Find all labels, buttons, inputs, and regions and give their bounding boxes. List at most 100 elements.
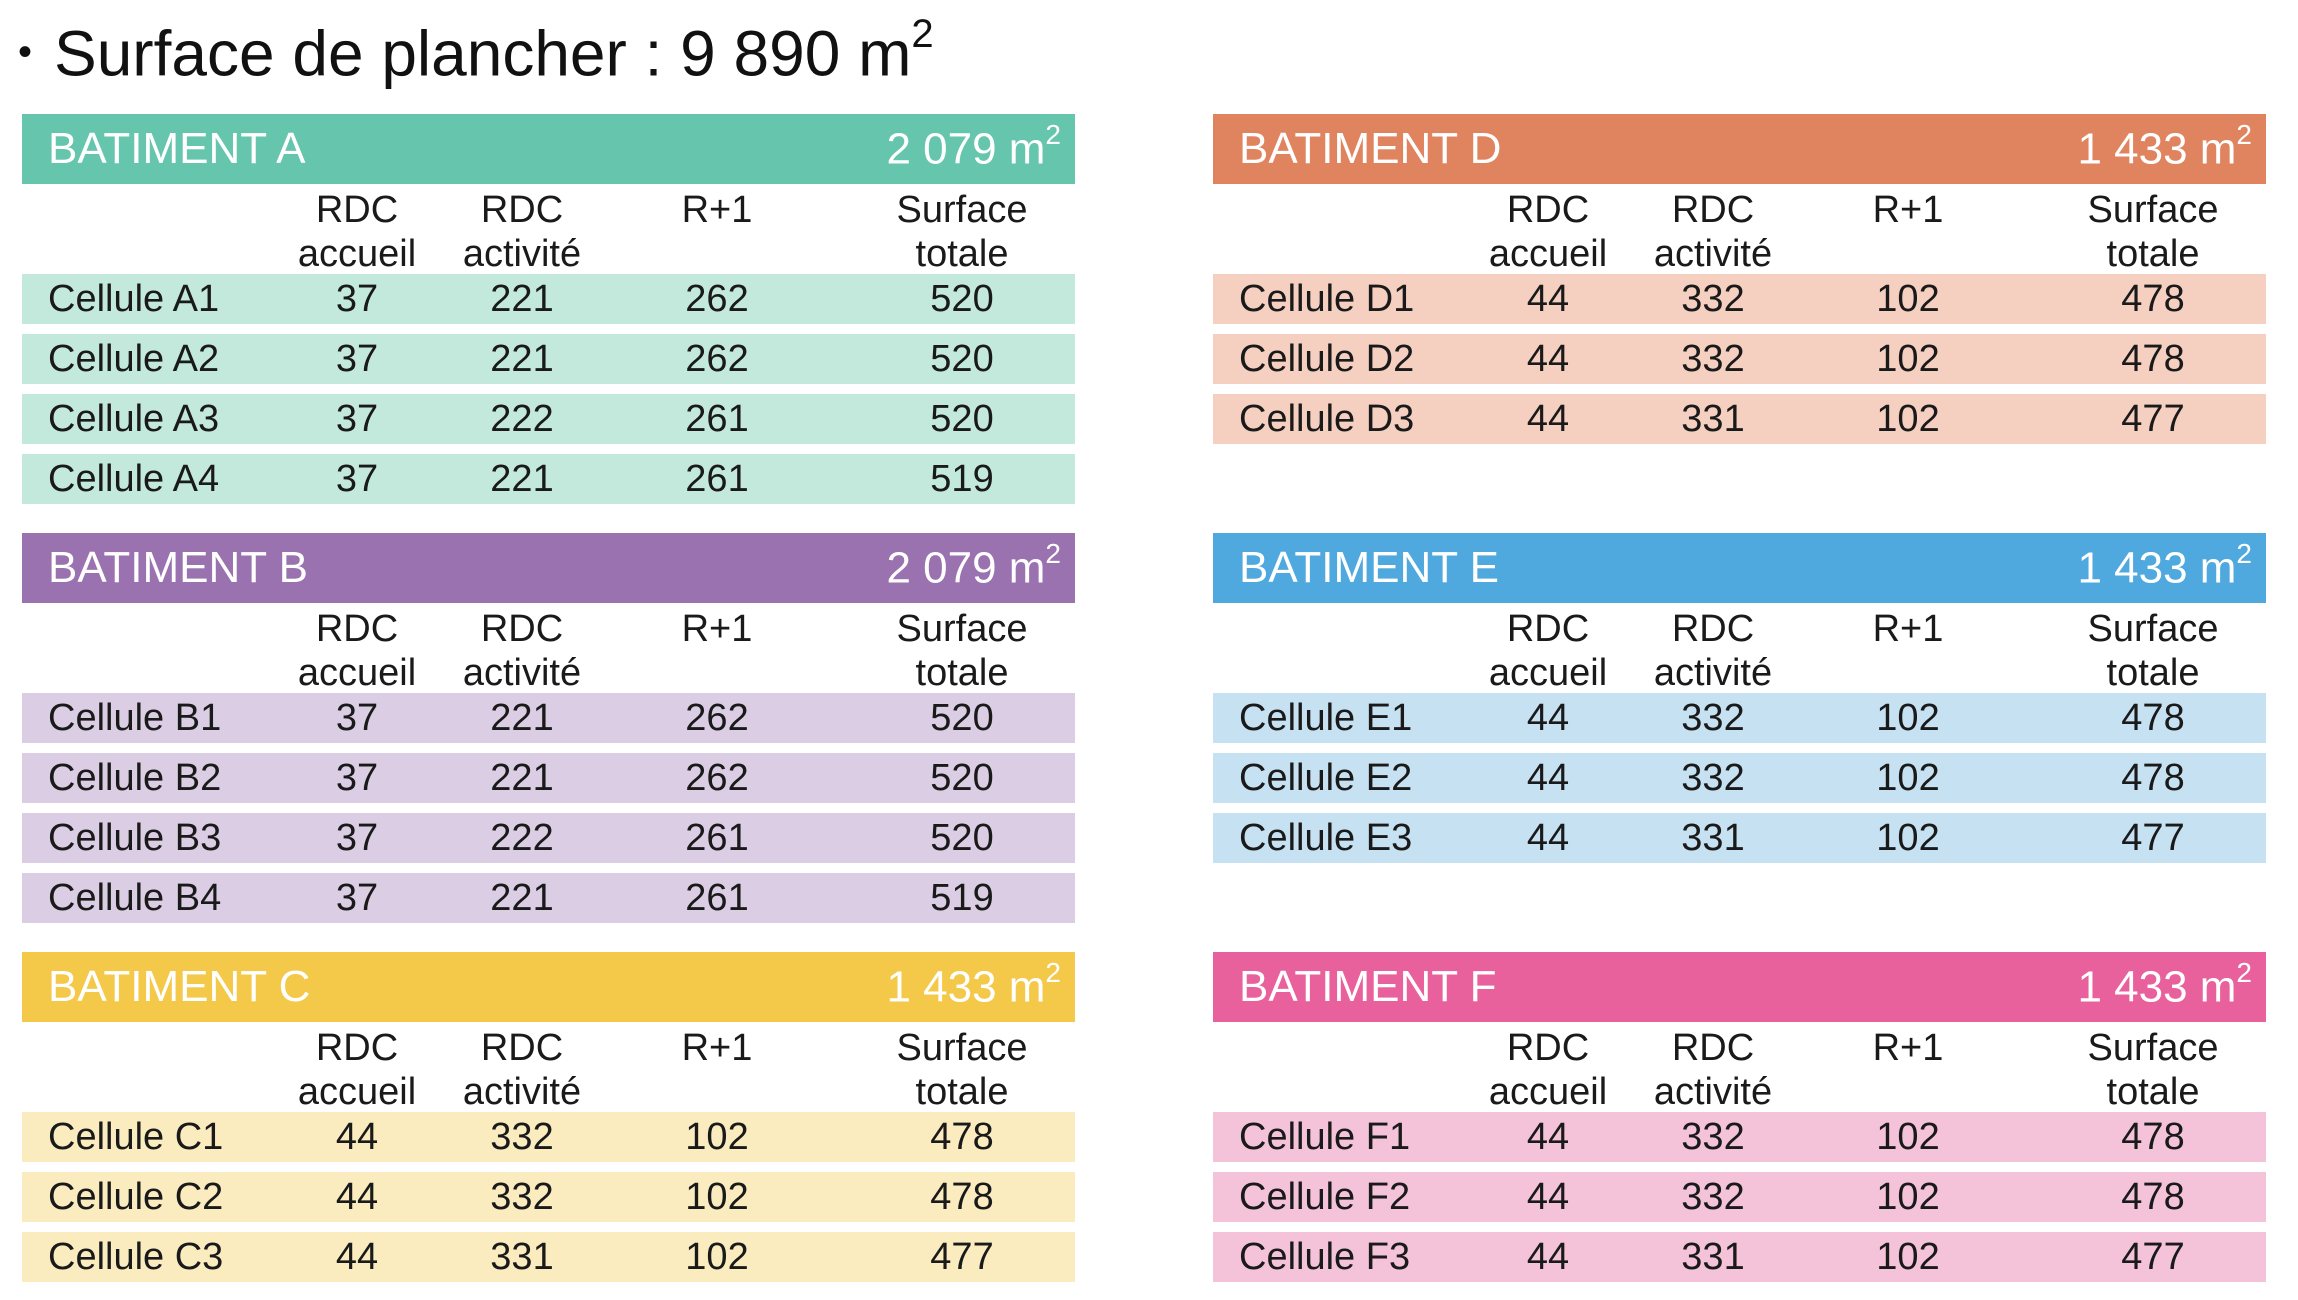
building-area: 2 079 m2 xyxy=(886,538,1061,593)
cell-activite: 331 xyxy=(1681,398,1745,440)
cell-accueil: 44 xyxy=(1526,1116,1570,1158)
col-rdc-activite: RDC activité xyxy=(1653,608,1773,694)
col-r1: R+1 xyxy=(1872,189,1944,231)
building-name: BATIMENT B xyxy=(48,543,308,592)
title-unit-sup: 2 xyxy=(911,12,934,56)
table-row: Cellule D1 44 332 102 478 xyxy=(1213,274,2266,324)
table-row: Cellule A3 37 222 261 520 xyxy=(22,394,1075,444)
cell-r1: 262 xyxy=(685,757,749,799)
table-batiment-c: BATIMENT C 1 433 m2 RDC accueil RDC acti… xyxy=(22,952,1075,1292)
cell-label: Cellule D3 xyxy=(1239,398,1415,440)
cell-label: Cellule E1 xyxy=(1239,697,1413,739)
table-row: Cellule E1 44 332 102 478 xyxy=(1213,693,2266,743)
col-rdc-accueil: RDC accueil xyxy=(1488,1027,1608,1113)
cell-total: 478 xyxy=(2121,278,2185,320)
column-headers: RDC accueil RDC activité R+1 Surface tot… xyxy=(1213,184,2266,275)
cell-accueil: 37 xyxy=(335,278,379,320)
cell-total: 477 xyxy=(2121,398,2185,440)
col-r1: R+1 xyxy=(681,608,753,650)
cell-label: Cellule F2 xyxy=(1239,1176,1411,1218)
cell-label: Cellule A1 xyxy=(48,278,220,320)
cell-r1: 102 xyxy=(1876,817,1940,859)
cell-label: Cellule D2 xyxy=(1239,338,1415,380)
cell-total: 478 xyxy=(930,1176,994,1218)
cell-accueil: 44 xyxy=(1526,1236,1570,1278)
table-row: Cellule D2 44 332 102 478 xyxy=(1213,334,2266,384)
cell-r1: 102 xyxy=(1876,1116,1940,1158)
cell-activite: 221 xyxy=(490,697,554,739)
table-row: Cellule E2 44 332 102 478 xyxy=(1213,753,2266,803)
table-row: Cellule B4 37 221 261 519 xyxy=(22,873,1075,923)
cell-accueil: 44 xyxy=(1526,817,1570,859)
cell-total: 520 xyxy=(930,398,994,440)
cell-accueil: 44 xyxy=(335,1176,379,1218)
table-row: Cellule A1 37 221 262 520 xyxy=(22,274,1075,324)
col-surface-totale: Surface totale xyxy=(2087,189,2219,275)
table-batiment-f: BATIMENT F 1 433 m2 RDC accueil RDC acti… xyxy=(1213,952,2266,1292)
cell-activite: 221 xyxy=(490,338,554,380)
cell-r1: 102 xyxy=(1876,1236,1940,1278)
cell-activite: 332 xyxy=(1681,1176,1745,1218)
col-rdc-activite: RDC activité xyxy=(1653,189,1773,275)
cell-total: 520 xyxy=(930,757,994,799)
table-row: Cellule E3 44 331 102 477 xyxy=(1213,813,2266,863)
building-name: BATIMENT E xyxy=(1239,543,1499,592)
building-name: BATIMENT F xyxy=(1239,962,1497,1011)
cell-total: 519 xyxy=(930,877,994,919)
cell-activite: 221 xyxy=(490,458,554,500)
cell-label: Cellule B1 xyxy=(48,697,222,739)
table-row: Cellule A2 37 221 262 520 xyxy=(22,334,1075,384)
building-area: 2 079 m2 xyxy=(886,119,1061,174)
title-bullet: • xyxy=(18,30,33,75)
col-rdc-activite: RDC activité xyxy=(462,1027,582,1113)
table-row: Cellule B1 37 221 262 520 xyxy=(22,693,1075,743)
cell-label: Cellule C2 xyxy=(48,1176,224,1218)
cell-r1: 261 xyxy=(685,817,749,859)
cell-accueil: 44 xyxy=(1526,278,1570,320)
cell-accueil: 44 xyxy=(335,1236,379,1278)
cell-accueil: 44 xyxy=(1526,338,1570,380)
column-headers: RDC accueil RDC activité R+1 Surface tot… xyxy=(22,1022,1075,1113)
cell-label: Cellule F3 xyxy=(1239,1236,1411,1278)
cell-label: Cellule A2 xyxy=(48,338,220,380)
table-row: Cellule C3 44 331 102 477 xyxy=(22,1232,1075,1282)
cell-total: 520 xyxy=(930,278,994,320)
cell-total: 477 xyxy=(930,1236,994,1278)
cell-accueil: 37 xyxy=(335,458,379,500)
col-rdc-accueil: RDC accueil xyxy=(297,189,417,275)
table-row: Cellule F2 44 332 102 478 xyxy=(1213,1172,2266,1222)
table-batiment-b: BATIMENT B 2 079 m2 RDC accueil RDC acti… xyxy=(22,533,1075,933)
building-header: BATIMENT B 2 079 m2 xyxy=(22,533,1075,603)
cell-label: Cellule B4 xyxy=(48,877,222,919)
building-header: BATIMENT C 1 433 m2 xyxy=(22,952,1075,1022)
col-surface-totale: Surface totale xyxy=(896,1027,1028,1113)
cell-accueil: 44 xyxy=(1526,697,1570,739)
cell-accueil: 44 xyxy=(335,1116,379,1158)
building-name: BATIMENT D xyxy=(1239,124,1502,173)
cell-total: 478 xyxy=(2121,1116,2185,1158)
building-name: BATIMENT C xyxy=(48,962,311,1011)
cell-total: 478 xyxy=(2121,338,2185,380)
cell-label: Cellule F1 xyxy=(1239,1116,1411,1158)
cell-accueil: 37 xyxy=(335,398,379,440)
cell-activite: 222 xyxy=(490,398,554,440)
col-surface-totale: Surface totale xyxy=(896,608,1028,694)
col-surface-totale: Surface totale xyxy=(2087,1027,2219,1113)
cell-r1: 102 xyxy=(1876,278,1940,320)
col-r1: R+1 xyxy=(1872,1027,1944,1069)
cell-r1: 102 xyxy=(1876,1176,1940,1218)
table-row: Cellule F3 44 331 102 477 xyxy=(1213,1232,2266,1282)
cell-label: Cellule E3 xyxy=(1239,817,1413,859)
cell-label: Cellule C1 xyxy=(48,1116,224,1158)
cell-label: Cellule C3 xyxy=(48,1236,224,1278)
cell-activite: 331 xyxy=(490,1236,554,1278)
col-r1: R+1 xyxy=(681,189,753,231)
cell-r1: 262 xyxy=(685,338,749,380)
cell-activite: 332 xyxy=(1681,338,1745,380)
building-area: 1 433 m2 xyxy=(2077,538,2252,593)
cell-r1: 262 xyxy=(685,278,749,320)
table-row: Cellule C1 44 332 102 478 xyxy=(22,1112,1075,1162)
table-batiment-a: BATIMENT A 2 079 m2 RDC accueil RDC acti… xyxy=(22,114,1075,514)
cell-total: 519 xyxy=(930,458,994,500)
cell-label: Cellule D1 xyxy=(1239,278,1415,320)
